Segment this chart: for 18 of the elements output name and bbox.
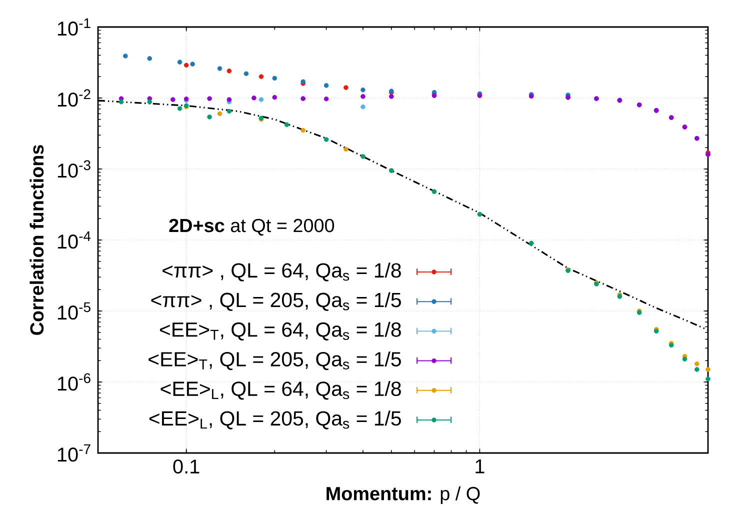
x-tick-label: 0.1 (173, 460, 200, 474)
y-tick-label: 10$^{-7}$ (58, 444, 90, 462)
y-tick-label: 10$^{-2}$ (58, 89, 90, 107)
y-tick-label: 10$^{-3}$ (58, 160, 90, 178)
legend-label: <EE>$_{L}$, QL = 64, Qa$_{s}$ = 1/8 (160, 381, 401, 400)
y-tick-label: 10$^{-6}$ (58, 373, 90, 391)
y-axis-title: Correlation functions (30, 145, 44, 335)
annotation: 2D+sc at Qt = 2000 (169, 218, 334, 236)
legend-label: <EE>$_{L}$, QL = 205, Qa$_{s}$ = 1/5 (149, 410, 401, 430)
legend-label: <EE>$_{T}$, QL = 64, Qa$_{s}$ = 1/8 (160, 322, 401, 341)
x-tick-label: 1 (476, 460, 484, 474)
y-tick-label: 10$^{-5}$ (58, 302, 90, 320)
legend-label: <ππ> , QL = 64, Qa$_{s}$ = 1/8 (162, 262, 401, 282)
y-tick-label: 10$^{-4}$ (58, 231, 91, 249)
x-axis-title: Momentum: p / Q (326, 486, 480, 504)
y-tick-label: 10$^{-1}$ (58, 18, 90, 36)
legend-label: <ππ> , QL = 205, Qa$_{s}$ = 1/5 (151, 292, 401, 311)
legend-label: <EE>$_{T}$, QL = 205, Qa$_{s}$ = 1/5 (148, 351, 401, 370)
